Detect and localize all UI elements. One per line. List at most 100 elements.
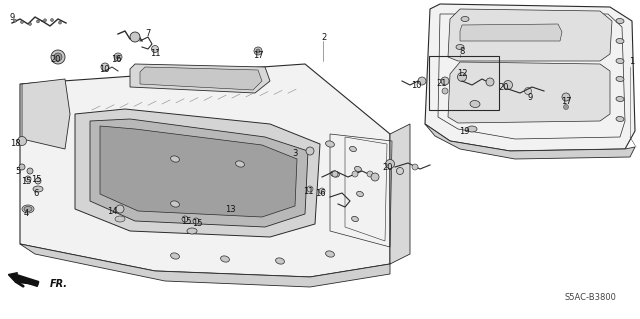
Circle shape [58, 21, 61, 24]
Circle shape [254, 47, 262, 55]
Text: 12: 12 [457, 69, 467, 78]
Text: 9: 9 [527, 93, 532, 101]
Polygon shape [390, 124, 410, 264]
Text: 8: 8 [460, 47, 465, 56]
Text: 10: 10 [411, 80, 421, 90]
Circle shape [36, 20, 40, 23]
Text: 18: 18 [10, 139, 20, 149]
Text: 6: 6 [33, 189, 38, 197]
Text: 3: 3 [292, 150, 298, 159]
Circle shape [442, 88, 448, 94]
Polygon shape [130, 64, 270, 93]
Ellipse shape [115, 216, 125, 222]
Polygon shape [448, 9, 612, 61]
Ellipse shape [276, 258, 284, 264]
Text: 19: 19 [459, 128, 469, 137]
Circle shape [54, 53, 62, 61]
Circle shape [412, 164, 418, 170]
Polygon shape [100, 126, 297, 217]
Circle shape [385, 160, 394, 168]
Text: 13: 13 [225, 204, 236, 213]
Ellipse shape [467, 126, 477, 132]
Text: 20: 20 [499, 84, 509, 93]
Text: 14: 14 [107, 207, 117, 217]
Text: 11: 11 [303, 188, 313, 197]
Circle shape [256, 49, 260, 53]
Circle shape [116, 55, 120, 59]
Circle shape [441, 77, 449, 85]
Text: 1: 1 [629, 56, 635, 65]
Ellipse shape [470, 100, 480, 108]
Ellipse shape [171, 253, 179, 259]
Circle shape [101, 63, 109, 71]
Polygon shape [425, 4, 635, 151]
Ellipse shape [349, 146, 356, 152]
Circle shape [19, 164, 25, 170]
Circle shape [418, 77, 426, 85]
Circle shape [114, 53, 122, 61]
Ellipse shape [616, 116, 624, 122]
Polygon shape [22, 79, 70, 149]
Circle shape [371, 173, 379, 181]
Circle shape [319, 188, 325, 194]
Ellipse shape [616, 77, 624, 82]
Circle shape [563, 105, 568, 109]
Ellipse shape [461, 17, 469, 21]
Circle shape [29, 22, 31, 26]
Ellipse shape [22, 205, 34, 213]
Circle shape [332, 171, 338, 177]
Text: FR.: FR. [50, 279, 68, 289]
Ellipse shape [171, 156, 179, 162]
Ellipse shape [326, 141, 335, 147]
Ellipse shape [616, 19, 624, 24]
Polygon shape [20, 244, 390, 287]
Circle shape [17, 137, 26, 145]
Circle shape [13, 19, 17, 22]
Polygon shape [460, 24, 562, 41]
Circle shape [397, 167, 403, 174]
Text: S5AC-B3800: S5AC-B3800 [564, 293, 616, 301]
Text: 17: 17 [561, 97, 572, 106]
Circle shape [51, 19, 54, 21]
Circle shape [486, 78, 494, 86]
Ellipse shape [326, 251, 335, 257]
Text: 20: 20 [383, 162, 393, 172]
Ellipse shape [187, 228, 197, 234]
Ellipse shape [221, 256, 229, 262]
Circle shape [25, 176, 31, 182]
Text: 10: 10 [99, 65, 109, 75]
Text: 21: 21 [436, 79, 447, 88]
Ellipse shape [616, 96, 624, 101]
Ellipse shape [456, 44, 464, 49]
Circle shape [116, 205, 124, 213]
Circle shape [562, 93, 570, 101]
Circle shape [27, 168, 33, 174]
Ellipse shape [24, 206, 32, 211]
Text: 5: 5 [15, 167, 20, 175]
Circle shape [307, 186, 313, 192]
Text: 17: 17 [253, 50, 263, 60]
Circle shape [504, 80, 513, 90]
Text: 11: 11 [150, 48, 160, 57]
Ellipse shape [171, 201, 179, 207]
Text: 15: 15 [31, 174, 41, 183]
Text: 2: 2 [321, 33, 326, 41]
Text: 16: 16 [315, 189, 325, 198]
Circle shape [352, 171, 358, 177]
Text: 16: 16 [111, 56, 122, 64]
Text: 20: 20 [51, 56, 61, 64]
Ellipse shape [33, 186, 43, 192]
Ellipse shape [616, 39, 624, 43]
Circle shape [458, 72, 467, 81]
Circle shape [193, 218, 199, 224]
Circle shape [44, 19, 47, 22]
Polygon shape [90, 119, 308, 227]
Circle shape [130, 32, 140, 42]
Text: 9: 9 [10, 12, 15, 21]
Text: 4: 4 [24, 209, 29, 218]
Circle shape [306, 147, 314, 155]
Polygon shape [75, 109, 320, 237]
Text: 15: 15 [20, 177, 31, 187]
Text: 15: 15 [180, 218, 191, 226]
Text: 15: 15 [192, 219, 202, 228]
